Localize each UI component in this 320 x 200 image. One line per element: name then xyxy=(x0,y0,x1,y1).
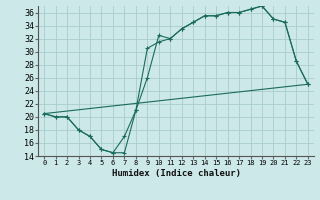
X-axis label: Humidex (Indice chaleur): Humidex (Indice chaleur) xyxy=(111,169,241,178)
